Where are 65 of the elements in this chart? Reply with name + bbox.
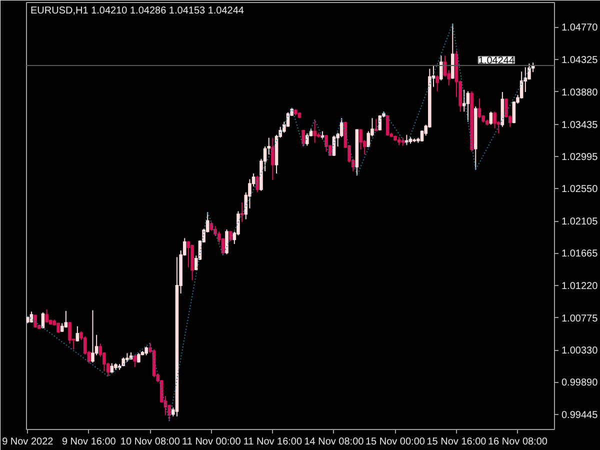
candlestick <box>451 23 454 80</box>
x-tick-label: 11 Nov 16:00 <box>243 436 303 448</box>
y-tick-label: 1.02105 <box>562 216 598 228</box>
candlestick <box>474 106 478 170</box>
y-tick-label: 0.99890 <box>562 378 598 389</box>
y-tick-label: 1.04770 <box>562 22 598 34</box>
candlestick <box>64 310 68 328</box>
x-tick-label: 15 Nov 16:00 <box>426 436 487 448</box>
x-tick-label: 11 Nov 00:00 <box>182 436 242 448</box>
candlestick <box>313 119 316 144</box>
candlestick <box>122 356 126 367</box>
candlestick <box>397 136 401 146</box>
candlestick <box>133 354 137 368</box>
y-tick-label: 1.03880 <box>562 87 598 98</box>
candlestick <box>440 55 443 81</box>
x-tick-label: 16 Nov 08:00 <box>488 436 548 448</box>
y-tick-label: 1.02550 <box>562 184 598 196</box>
candlestick <box>478 98 482 119</box>
candlestick <box>91 310 94 364</box>
candlestick <box>520 71 524 100</box>
y-tick-label: 1.00775 <box>562 313 598 324</box>
candlestick <box>302 129 305 148</box>
y-tick-label: 0.99445 <box>562 410 598 422</box>
line-series <box>27 23 534 422</box>
candlestick <box>294 108 298 116</box>
candlestick <box>394 135 397 142</box>
candlestick <box>412 138 416 143</box>
candlestick <box>401 137 405 146</box>
candlestick <box>76 326 80 342</box>
candlestick <box>324 134 328 152</box>
y-tick-label: 1.03435 <box>562 120 598 131</box>
candlestick <box>405 134 408 146</box>
candlestick <box>306 132 309 146</box>
candlestick <box>436 74 439 92</box>
x-tick-label: 14 Nov 08:00 <box>304 436 364 448</box>
candlestick <box>45 308 48 324</box>
candlestick <box>190 244 194 281</box>
candlestick <box>500 91 504 128</box>
candlestick <box>34 314 37 328</box>
candlestick <box>225 228 228 255</box>
candlestick <box>114 362 118 370</box>
candlestick <box>355 128 359 176</box>
candlestick <box>466 90 470 122</box>
x-tick-label: 9 Nov 16:00 <box>62 436 116 448</box>
candlestick <box>298 112 302 119</box>
x-tick-label: 15 Nov 00:00 <box>365 436 426 448</box>
chart-title: EURUSD,H1 1.04210 1.04286 1.04153 1.04244 <box>30 6 244 16</box>
y-tick-label: 1.01665 <box>562 248 598 260</box>
candlestick <box>489 111 493 126</box>
candlestick <box>56 322 60 334</box>
candlestick <box>256 175 260 193</box>
candlestick <box>144 346 148 356</box>
candlestick <box>470 90 474 152</box>
y-tick-label: 1.00330 <box>562 346 598 357</box>
y-tick-label: 1.04325 <box>562 55 598 66</box>
candlestick <box>485 119 489 126</box>
ref-line-label: 1.04244 <box>478 55 515 66</box>
candlestick <box>110 362 114 374</box>
y-tick-label: 1.02995 <box>562 152 598 163</box>
x-tick-label: 10 Nov 08:00 <box>120 436 180 448</box>
candlestick <box>271 137 274 180</box>
x-tick-label: 9 Nov 2022 <box>2 436 54 448</box>
y-tick-label: 1.01220 <box>562 280 598 292</box>
candlestick <box>126 352 129 362</box>
candlestick <box>137 352 140 364</box>
